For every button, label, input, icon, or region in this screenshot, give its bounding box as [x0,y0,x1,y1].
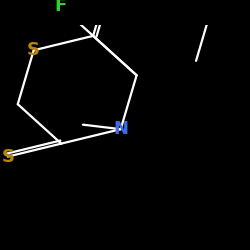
Text: F: F [54,0,66,15]
Text: N: N [113,120,128,138]
Text: S: S [1,148,14,166]
Text: S: S [27,41,40,59]
